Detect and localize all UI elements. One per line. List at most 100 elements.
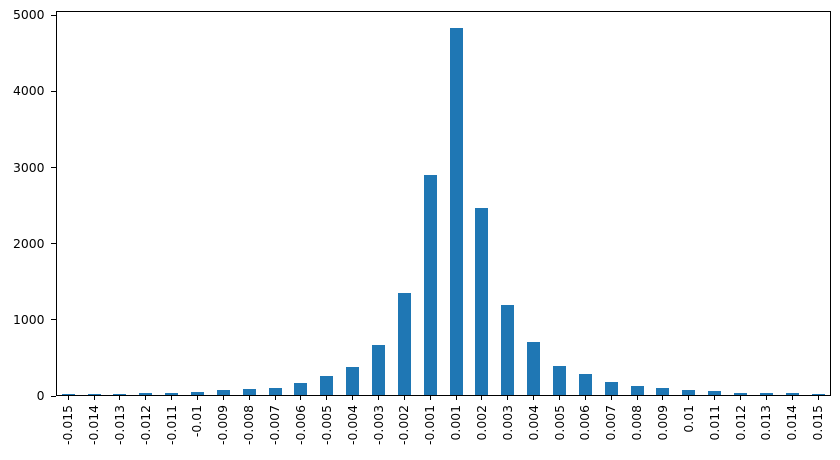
bar [475, 208, 489, 395]
x-tick-label: -0.007 [267, 405, 283, 446]
bar [501, 305, 515, 395]
x-tick-label: 0.003 [499, 405, 515, 441]
x-tick [559, 396, 560, 400]
bar [578, 374, 592, 395]
bar [294, 383, 308, 395]
bar [759, 392, 773, 395]
x-tick [378, 396, 379, 400]
y-tick-label: 0 [36, 388, 45, 403]
y-tick-label: 5000 [12, 7, 45, 23]
x-tick [93, 396, 95, 400]
bar [190, 392, 204, 395]
bar [320, 376, 334, 395]
x-tick [688, 396, 690, 400]
bar [165, 393, 179, 395]
x-tick [507, 396, 509, 400]
x-tick-label: 0.015 [810, 405, 826, 441]
x-tick [714, 396, 716, 400]
bar [553, 365, 566, 395]
bar [61, 393, 75, 395]
x-tick-label: -0.001 [422, 405, 438, 446]
x-tick [352, 396, 354, 400]
x-tick-label: 0.012 [732, 405, 748, 441]
x-tick [67, 396, 69, 400]
bar [734, 392, 748, 395]
y-tick-label: 2000 [12, 235, 45, 251]
x-tick-label: -0.011 [163, 405, 179, 446]
x-tick [145, 396, 147, 400]
x-tick-label: -0.009 [215, 405, 231, 446]
bar [397, 293, 411, 395]
x-tick-label: 0.007 [603, 405, 619, 441]
x-tick [196, 396, 198, 400]
x-tick [791, 396, 793, 400]
x-tick [455, 396, 457, 400]
x-tick-label: -0.006 [292, 405, 308, 446]
x-tick [300, 396, 302, 400]
x-tick [740, 396, 742, 400]
y-tick [51, 90, 56, 92]
x-tick-label: -0.01 [189, 405, 205, 438]
x-tick [765, 396, 767, 400]
bar [708, 391, 722, 395]
bar [527, 342, 541, 395]
bar [216, 389, 230, 395]
x-tick-label: -0.012 [137, 405, 153, 446]
y-tick [51, 319, 56, 321]
bar [682, 389, 696, 395]
bar [656, 387, 670, 395]
bar [811, 394, 825, 395]
x-tick-label: -0.015 [60, 405, 76, 446]
x-tick-label: 0.014 [784, 405, 800, 441]
bar [242, 389, 256, 395]
x-tick-label: -0.008 [241, 405, 257, 446]
x-tick [222, 396, 224, 400]
x-tick-label: 0.001 [448, 405, 464, 441]
bar [139, 393, 153, 395]
bar [268, 387, 282, 395]
x-tick-label: 0.013 [758, 405, 774, 441]
x-tick [481, 396, 483, 400]
x-tick-label: -0.004 [344, 405, 360, 446]
x-tick-label: 0.005 [551, 405, 567, 441]
y-tick [51, 243, 56, 245]
y-tick [51, 14, 56, 16]
x-tick-label: 0.002 [473, 405, 489, 441]
bar [113, 393, 127, 395]
y-tick-label: 3000 [12, 159, 45, 175]
x-tick-label: 0.01 [680, 405, 696, 433]
x-tick [248, 396, 250, 400]
x-tick [533, 396, 535, 400]
x-tick-label: 0.008 [629, 405, 645, 441]
bar [87, 393, 101, 395]
x-tick [429, 396, 431, 400]
x-tick [636, 396, 638, 400]
x-tick-label: 0.004 [525, 405, 541, 441]
bar [423, 174, 437, 395]
plot-area [55, 11, 831, 396]
x-tick [817, 396, 819, 400]
x-tick [326, 396, 328, 400]
x-tick [403, 396, 405, 400]
x-tick-label: 0.011 [706, 405, 722, 441]
bar [785, 392, 799, 395]
x-tick-label: -0.002 [396, 405, 412, 446]
y-tick-label: 1000 [12, 311, 45, 327]
x-tick [171, 396, 173, 400]
x-tick-label: -0.005 [318, 405, 334, 446]
bar [449, 27, 463, 395]
y-tick-label: 4000 [12, 83, 45, 99]
x-tick [274, 396, 276, 400]
bar [346, 366, 360, 395]
x-tick [610, 396, 612, 400]
bar [372, 345, 385, 395]
y-tick [51, 395, 56, 397]
bar [630, 386, 644, 395]
axes-spines [55, 11, 831, 396]
x-tick-label: -0.003 [370, 405, 386, 446]
x-tick [662, 396, 664, 400]
x-tick-label: -0.014 [86, 405, 102, 446]
x-tick-label: 0.006 [577, 405, 593, 441]
x-tick [119, 396, 121, 400]
